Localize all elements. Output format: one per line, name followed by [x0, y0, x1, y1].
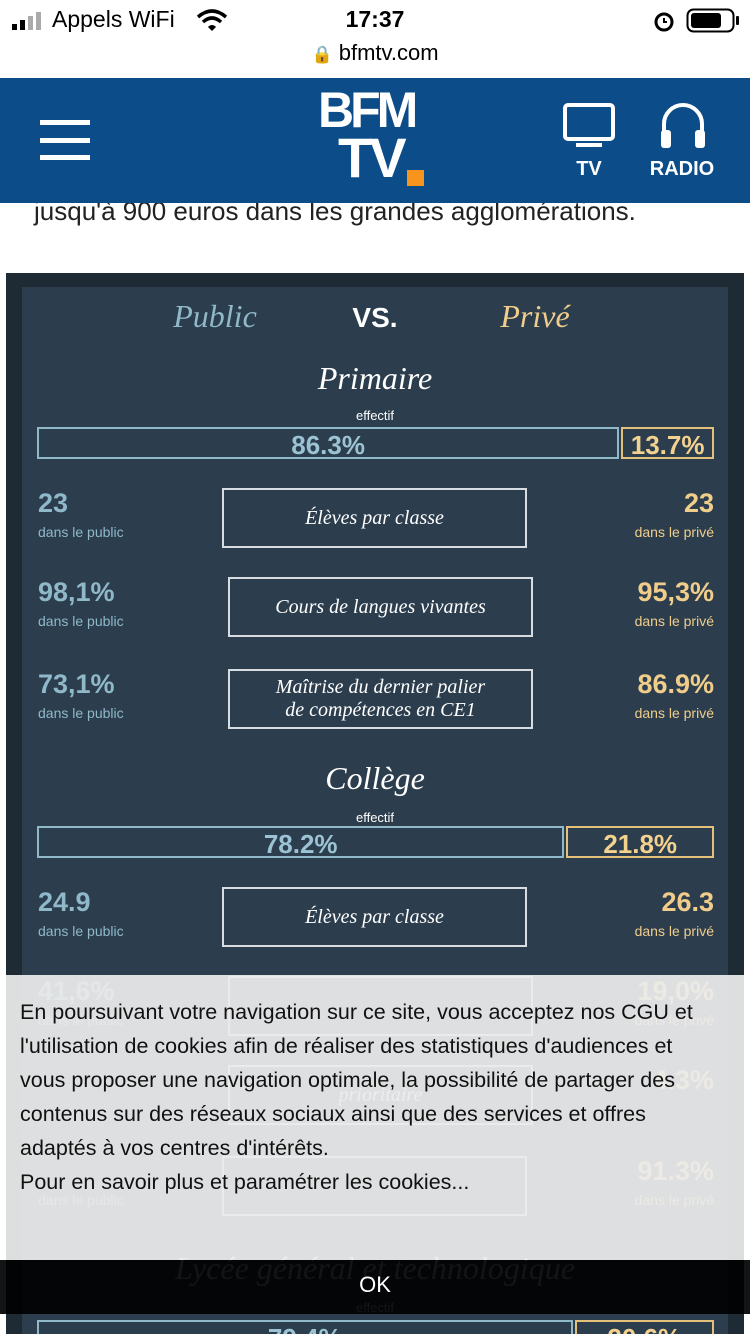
logo-bottom[interactable]: TV	[338, 126, 407, 189]
public-share-label: 86.3%	[291, 430, 365, 460]
tv-icon[interactable]	[562, 102, 618, 148]
cookie-banner: En poursuivant votre navigation sur ce s…	[6, 975, 744, 1260]
cookie-text: En poursuivant votre navigation sur ce s…	[20, 1000, 693, 1160]
vs-label: VS.	[352, 302, 398, 333]
cookie-link[interactable]: Pour en savoir plus et paramétrer les co…	[20, 1170, 470, 1194]
public-share-label: 78.2%	[263, 829, 338, 859]
public-note: dans le public	[38, 613, 124, 629]
site-header: BFM TV TV RADIO	[0, 78, 750, 203]
clock: 17:37	[345, 6, 405, 32]
url-bar[interactable]: 🔒 bfmtv.com	[311, 40, 439, 65]
carrier: Appels WiFi	[52, 6, 175, 32]
radio-icon[interactable]	[658, 102, 708, 152]
alarm-icon	[654, 12, 674, 32]
section-title: Collège	[325, 760, 425, 796]
private-share-label: 20.6%	[577, 1323, 712, 1334]
ok-button[interactable]: OK	[359, 1272, 391, 1297]
public-note: dans le public	[38, 923, 124, 939]
public-share-bar: 86.3%	[37, 427, 620, 460]
criterion-box: Élèves par classe	[222, 887, 527, 947]
logo-top[interactable]: BFM	[318, 82, 418, 138]
private-share-label: 21.8%	[603, 829, 678, 859]
effectif-label: effectif	[355, 408, 395, 423]
public-share-bar: 78.2%	[37, 826, 565, 859]
public-label: Public	[173, 298, 257, 334]
public-value: 98,1%	[38, 577, 115, 607]
effectif-label: effectif	[355, 810, 395, 825]
public-share-bar: 79.4%	[37, 1320, 573, 1334]
cookie-button-bar: OK	[0, 1260, 750, 1314]
battery-icon	[686, 8, 739, 33]
private-note: dans le privé	[634, 923, 714, 939]
criterion-label: de compétences en CE1	[285, 699, 476, 721]
private-share-label: 13.7%	[630, 430, 705, 460]
private-label: Privé	[500, 298, 570, 334]
signal-icon	[12, 12, 41, 30]
status-bar: Appels WiFi 17:37 🔒 bfmtv.com	[0, 0, 750, 78]
private-note: dans le privé	[634, 705, 714, 721]
private-share-bar: 13.7%	[621, 427, 714, 460]
url: bfmtv.com	[338, 40, 439, 65]
private-value: 86.9%	[637, 669, 714, 699]
section-title: Primaire	[317, 360, 433, 396]
nav-radio[interactable]: RADIO	[649, 158, 715, 180]
private-share-bar: 20.6%	[574, 1320, 714, 1334]
public-note: dans le public	[38, 524, 124, 540]
public-note: dans le public	[38, 705, 124, 721]
private-note: dans le privé	[634, 524, 714, 540]
private-value: 95,3%	[637, 577, 714, 607]
public-value: 23	[38, 488, 69, 518]
criterion-label: Maîtrise du dernier palier	[275, 676, 486, 698]
private-value: 23	[683, 488, 714, 518]
public-share-label: 79.4%	[39, 1323, 571, 1334]
private-share-bar: 21.8%	[566, 826, 714, 859]
private-note: dans le privé	[634, 613, 714, 629]
criterion-box: Cours de langues vivantes	[228, 577, 533, 637]
wifi-icon	[196, 9, 228, 31]
criterion-label: Cours de langues vivantes	[275, 595, 486, 618]
criterion-label: Élèves par classe	[305, 905, 444, 928]
menu-button[interactable]	[40, 120, 92, 160]
nav-tv[interactable]: TV	[576, 158, 602, 180]
criterion-label: Élèves par classe	[305, 506, 444, 529]
logo-dot	[407, 170, 424, 186]
private-value: 26.3	[661, 887, 714, 917]
criterion-box: Maîtrise du dernier palier de compétences…	[228, 669, 533, 729]
public-value: 73,1%	[38, 669, 115, 699]
criterion-box: Élèves par classe	[222, 488, 527, 548]
public-value: 24.9	[38, 887, 91, 917]
